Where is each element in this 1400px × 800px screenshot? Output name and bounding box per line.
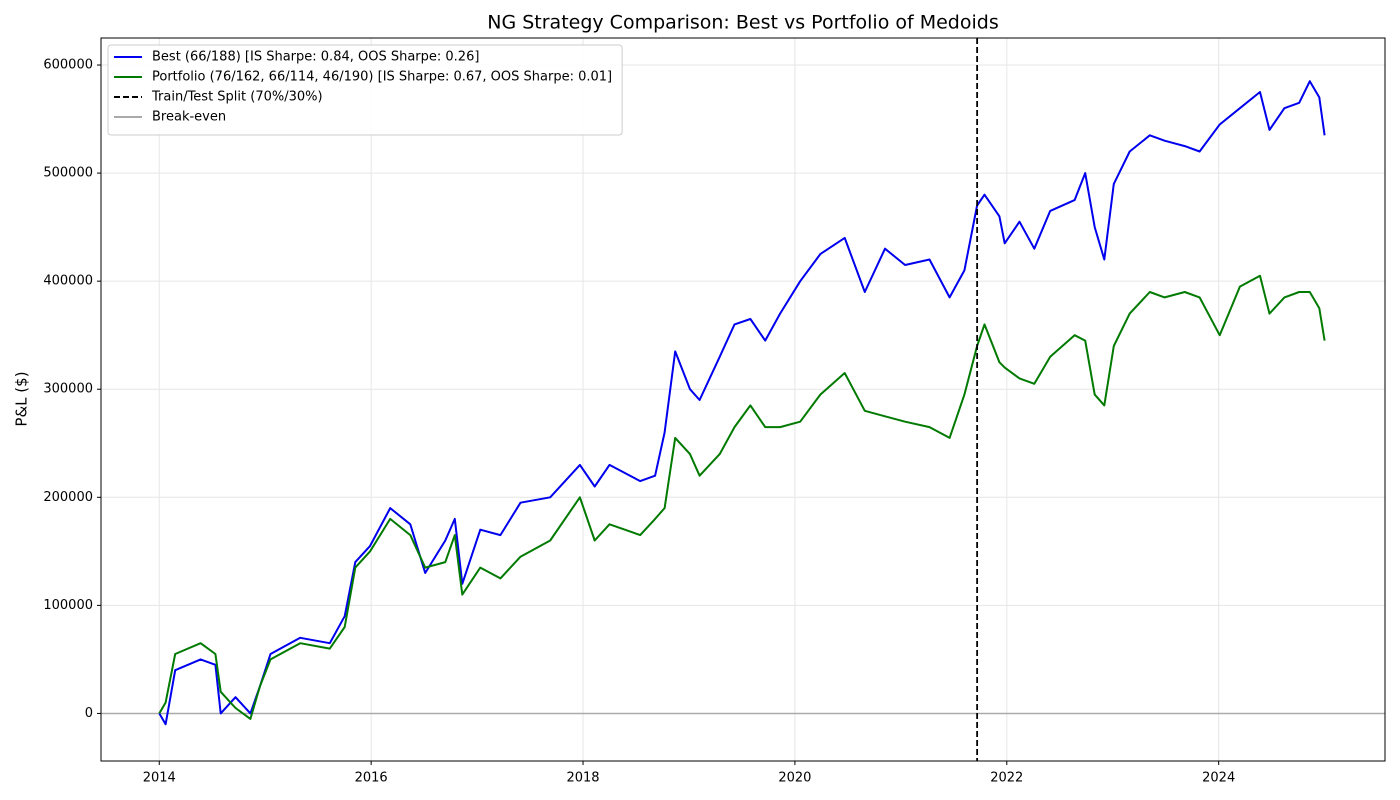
y-tick-label: 500000 xyxy=(43,166,93,181)
y-tick-label: 300000 xyxy=(43,382,93,397)
legend-label: Train/Test Split (70%/30%) xyxy=(151,90,323,105)
legend-label: Break-even xyxy=(152,110,226,125)
x-tick-label: 2020 xyxy=(778,771,811,786)
chart-title: NG Strategy Comparison: Best vs Portfoli… xyxy=(487,12,998,34)
x-tick-label: 2024 xyxy=(1202,771,1235,786)
plot-frame xyxy=(100,37,1386,762)
y-tick-label: 400000 xyxy=(43,274,93,289)
legend: Best (66/188) [IS Sharpe: 0.84, OOS Shar… xyxy=(107,44,623,136)
y-tick-label: 0 xyxy=(85,706,93,721)
x-tick-label: 2018 xyxy=(566,771,599,786)
y-tick-label: 200000 xyxy=(43,490,93,505)
x-tick-label: 2014 xyxy=(143,771,176,786)
series-line xyxy=(158,274,1326,720)
y-axis-label: P&L ($) xyxy=(13,371,31,426)
x-tick-label: 2016 xyxy=(355,771,388,786)
series-line xyxy=(158,80,1326,726)
x-tick-label: 2022 xyxy=(990,771,1023,786)
y-tick-label: 600000 xyxy=(43,58,93,73)
legend-box xyxy=(107,44,623,136)
legend-label: Portfolio (76/162, 66/114, 46/190) [IS S… xyxy=(152,70,612,85)
y-tick-label: 100000 xyxy=(43,598,93,613)
legend-label: Best (66/188) [IS Sharpe: 0.84, OOS Shar… xyxy=(152,50,479,65)
